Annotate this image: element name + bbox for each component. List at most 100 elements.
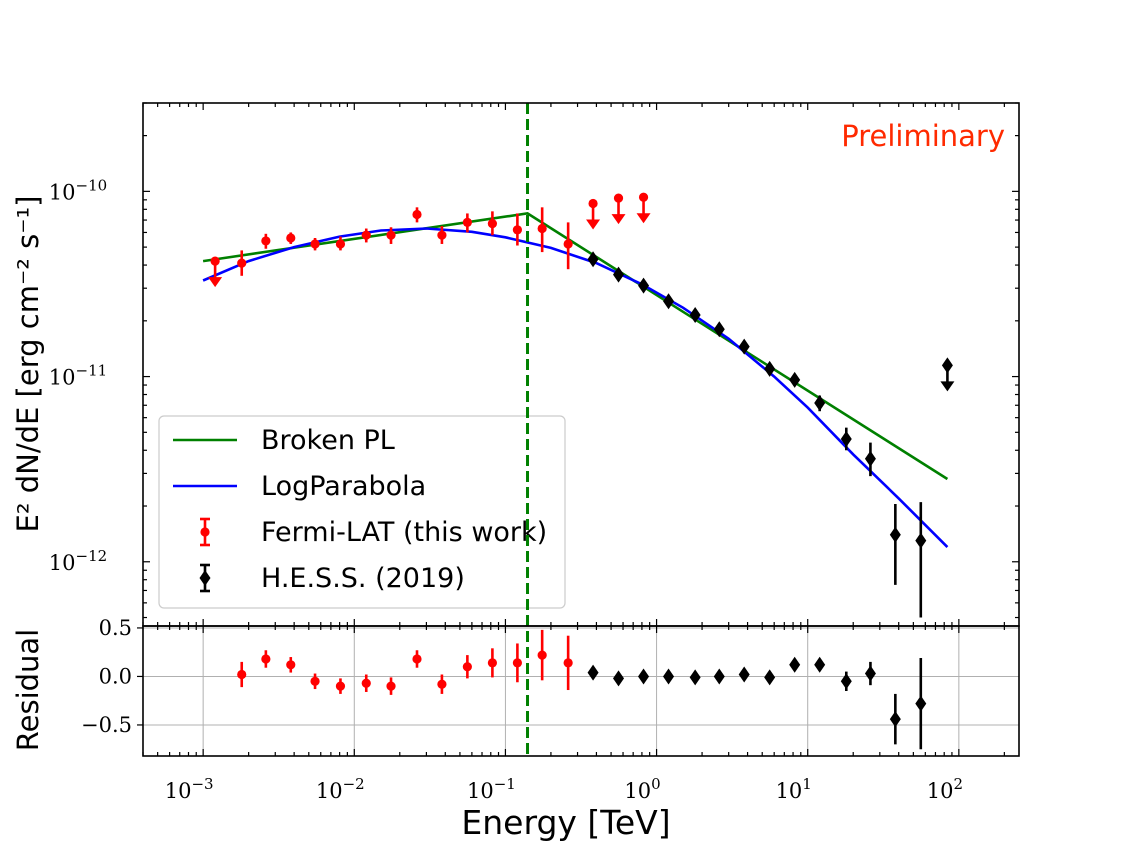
fermi-residual-point <box>437 679 447 689</box>
x-tick-base: 10 <box>624 779 651 803</box>
x-tick-base: 10 <box>467 779 494 803</box>
fermi-residual-point <box>310 676 320 686</box>
y-tick-exponent: −12 <box>76 547 108 565</box>
fermi-point <box>361 230 371 240</box>
fermi-point <box>261 236 271 246</box>
fermi-point <box>412 209 422 220</box>
hess-residual-point <box>613 670 625 687</box>
x-tick-exponent: −1 <box>494 775 516 793</box>
fermi-upper-limit-arrowhead <box>636 213 651 224</box>
y-tick-base: 10 <box>49 366 76 390</box>
hess-residual-point <box>689 669 701 686</box>
hess-residual-point <box>840 673 852 690</box>
y-tick-exponent: −11 <box>76 362 108 380</box>
y-tick-exponent: −10 <box>76 176 108 194</box>
fermi-residual-point <box>261 654 271 664</box>
x-tick-exponent: 2 <box>953 775 963 793</box>
hess-upper-limit-arrowhead <box>940 381 955 392</box>
legend-label: Fermi-LAT (this work) <box>261 517 547 548</box>
fermi-point <box>437 230 447 240</box>
x-tick-base: 10 <box>165 779 192 803</box>
x-tick-base: 10 <box>776 779 803 803</box>
hess-residual-point <box>587 664 599 681</box>
residual-axes-frame <box>142 625 1020 757</box>
hess-residual-point <box>764 669 776 686</box>
fermi-point <box>310 239 320 249</box>
hess-residual-point <box>889 711 901 728</box>
preliminary-annotation: Preliminary <box>841 119 1005 153</box>
fermi-point <box>487 218 498 229</box>
fermi-upper-limit-marker <box>613 193 624 203</box>
x-tick-label: 10−2 <box>316 775 365 803</box>
hess-residual-point <box>638 668 650 685</box>
legend: Broken PL LogParabola Fermi-LAT (this work… <box>158 415 566 609</box>
hess-point <box>738 338 750 355</box>
legend-fermi-swatch-marker <box>200 527 210 537</box>
x-tick-exponent: 0 <box>651 775 661 793</box>
hess-residual-point <box>864 665 876 682</box>
fermi-residual-point <box>537 650 547 660</box>
residual-y-tick-label: 0.0 <box>99 664 132 688</box>
x-tick-label: 100 <box>624 775 660 803</box>
fermi-upper-limit-marker <box>638 192 649 202</box>
legend-box <box>158 415 566 609</box>
fermi-residual-point <box>462 662 472 672</box>
hess-point <box>789 371 801 388</box>
residual-y-tick-label: −0.5 <box>81 713 132 737</box>
fermi-point <box>237 258 247 268</box>
x-axis-title: Energy [TeV] <box>461 803 670 842</box>
fermi-point <box>462 217 472 227</box>
fermi-residual-point <box>412 654 422 664</box>
y-tick-base: 10 <box>49 551 76 575</box>
fermi-point <box>563 239 573 249</box>
legend-hess-swatch-marker <box>199 570 211 586</box>
fermi-point <box>386 230 396 240</box>
x-tick-base: 10 <box>316 779 343 803</box>
hess-residual-point <box>789 656 801 673</box>
hess-residual-point <box>915 695 927 712</box>
x-tick-base: 10 <box>927 779 954 803</box>
hess-point <box>840 431 852 448</box>
hess-point <box>638 277 650 294</box>
x-tick-exponent: −2 <box>343 775 365 793</box>
fermi-upper-limit-arrowhead <box>586 219 601 230</box>
hess-point <box>915 532 927 549</box>
legend-label: H.E.S.S. (2019) <box>261 563 465 594</box>
hess-point <box>713 321 725 338</box>
legend-label: LogParabola <box>261 471 426 502</box>
y-tick-base: 10 <box>49 180 76 204</box>
fermi-point <box>286 233 296 243</box>
hess-residual-point <box>814 656 826 673</box>
fermi-residual-point <box>237 669 247 680</box>
hess-point <box>864 450 876 467</box>
x-tick-label: 10−3 <box>165 775 214 803</box>
y-tick-label: 10−11 <box>49 362 107 390</box>
hess-residual-point <box>738 666 750 683</box>
x-tick-exponent: 1 <box>802 775 812 793</box>
fermi-upper-limit-marker <box>210 256 220 266</box>
fermi-residual-point <box>286 660 296 670</box>
logparabola-curve <box>202 227 949 549</box>
spectrum-panel <box>202 192 955 618</box>
x-tick-label: 101 <box>776 775 812 803</box>
residual-panel <box>143 626 1019 756</box>
hess-point <box>814 394 826 411</box>
fermi-point <box>512 225 522 235</box>
hess-point <box>587 251 599 268</box>
fermi-upper-limit-arrowhead <box>208 277 223 288</box>
fermi-residual-point <box>487 658 498 668</box>
hess-upper-limit-marker <box>941 357 953 374</box>
fermi-point <box>537 223 547 234</box>
x-tick-label: 10−1 <box>467 775 516 803</box>
y-tick-label: 10−12 <box>49 547 107 575</box>
hess-point <box>764 360 776 377</box>
fermi-residual-point <box>335 681 346 691</box>
fermi-residual-point <box>386 681 396 691</box>
y-axis-title: E² dN/dE [erg cm⁻² s⁻¹] <box>11 196 45 533</box>
fermi-residual-point <box>563 658 573 668</box>
fermi-residual-point <box>361 678 371 688</box>
residual-axis-title: Residual <box>11 629 45 751</box>
legend-label: Broken PL <box>261 425 395 456</box>
y-tick-label: 10−10 <box>49 176 107 204</box>
